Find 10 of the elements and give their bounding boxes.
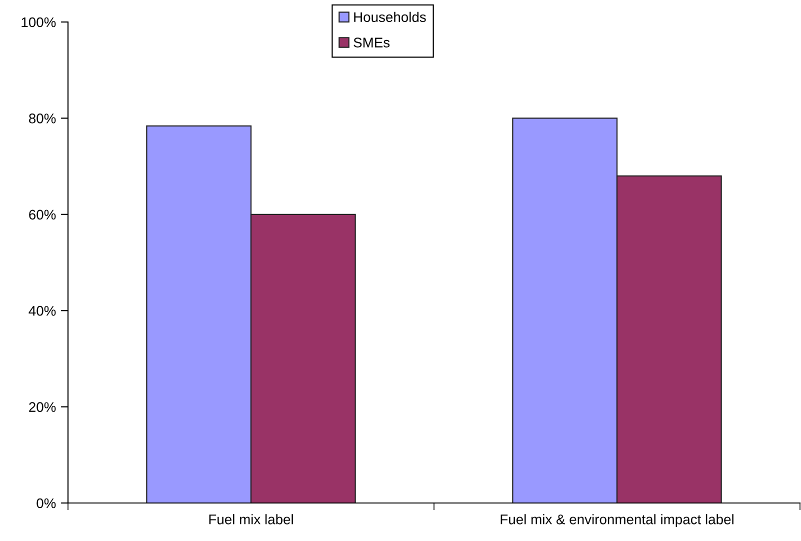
y-tick-label: 60% [29,210,56,220]
x-tick-label: Fuel mix label [209,514,293,524]
y-tick-label: 100% [22,17,56,28]
legend-label: SMEs [354,38,390,48]
y-tick-label: 40% [28,306,56,316]
y-tick-label: 20% [29,402,56,412]
y-tick-label: 80% [29,114,56,124]
legend-label: Households [354,12,426,22]
x-tick-label: Fuel mix & environmental impact label [500,514,734,528]
y-tick-label: 0% [36,498,56,508]
